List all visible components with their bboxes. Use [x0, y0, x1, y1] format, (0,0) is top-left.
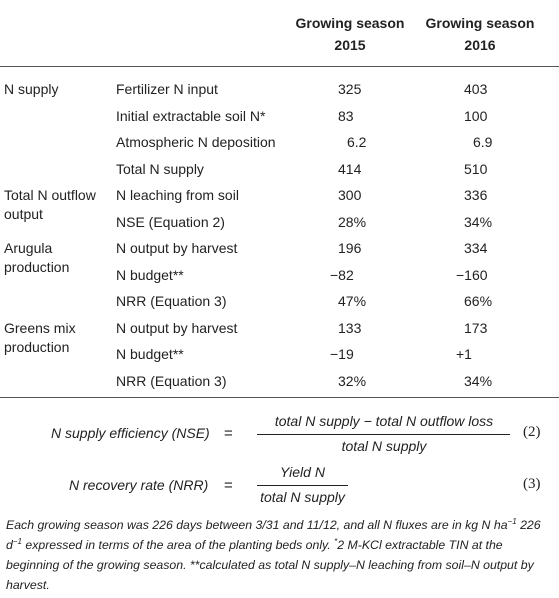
header-rule — [0, 66, 559, 67]
cell-2016: 66% — [464, 293, 493, 309]
cell-2016: 34% — [464, 373, 493, 389]
cell-2016: 403 — [464, 81, 488, 97]
header-2015-line2: 2015 — [334, 37, 366, 53]
cell-2015: 47% — [338, 293, 367, 309]
row-label: NRR (Equation 3) — [116, 293, 227, 309]
equation-2-numerator: total N supply − total N outflow loss — [274, 413, 494, 429]
row-label: Total N supply — [116, 161, 204, 177]
header-2016-line1: Growing season — [425, 15, 535, 31]
row-label: Atmospheric N deposition — [116, 134, 276, 150]
cell-2015: −19 — [330, 346, 354, 362]
equation-2-denominator: total N supply — [341, 438, 427, 454]
row-group-label-line2: production — [4, 259, 70, 275]
footnote-sup2: −1 — [12, 536, 22, 546]
cell-2015: 196 — [338, 240, 362, 256]
row-label: N output by harvest — [116, 240, 238, 256]
row-label: N output by harvest — [116, 320, 238, 336]
cell-2015: 83 — [338, 108, 354, 124]
footnote-sup1: −1 — [507, 516, 517, 526]
row-group-label: N supply — [4, 81, 59, 97]
cell-2015: 28% — [338, 214, 367, 230]
row-group-label: Total N outflow — [4, 187, 96, 203]
cell-2016: 334 — [464, 240, 488, 256]
cell-2015: −82 — [330, 267, 354, 283]
cell-2016: 336 — [464, 187, 488, 203]
equation-3-equals: = — [224, 477, 233, 494]
equation-3-numerator: Yield N — [280, 464, 325, 480]
cell-2015: 6.2 — [347, 134, 367, 150]
footnote-part1: Each growing season was 226 days between… — [6, 518, 508, 532]
footnote-sup3: * — [334, 536, 338, 546]
header-2015-line1: Growing season — [295, 15, 405, 31]
row-label: N budget** — [116, 267, 184, 283]
row-group-label-line2: production — [4, 339, 70, 355]
footnote-part2: 226 d — [6, 518, 541, 552]
row-group-label: Greens mix — [4, 320, 76, 336]
equation-2-lhs: N supply efficiency (NSE) — [51, 425, 210, 441]
cell-2016: 510 — [464, 161, 488, 177]
table-footnote: Each growing season was 226 days between… — [6, 515, 554, 595]
row-label: Initial extractable soil N* — [116, 108, 266, 124]
cell-2015: 325 — [338, 81, 362, 97]
cell-2015: 133 — [338, 320, 362, 336]
cell-2016: 173 — [464, 320, 488, 336]
header-2016-line2: 2016 — [464, 37, 496, 53]
equation-3-denominator: total N supply — [260, 489, 345, 505]
row-label: NSE (Equation 2) — [116, 214, 225, 230]
cell-2015: 414 — [338, 161, 362, 177]
row-label: N leaching from soil — [116, 187, 239, 203]
equation-2-equals: = — [224, 425, 233, 442]
column-header-2016: Growing season 2016 — [415, 12, 545, 56]
row-group-label: Arugula — [4, 240, 53, 256]
cell-2016: −160 — [456, 267, 488, 283]
table-bottom-rule — [0, 397, 559, 398]
cell-2016: 100 — [464, 108, 488, 124]
cell-2016: +1 — [456, 346, 472, 362]
equation-2-fraction-bar — [257, 434, 510, 435]
cell-2015: 32% — [338, 373, 367, 389]
equation-3-fraction-bar — [257, 485, 348, 486]
equation-3-number: (3) — [523, 476, 541, 492]
column-header-2015: Growing season 2015 — [285, 12, 415, 56]
footnote-part4: 2 M-KCl extractable TIN at the beginning… — [6, 538, 534, 592]
row-label: NRR (Equation 3) — [116, 373, 227, 389]
equation-3-lhs: N recovery rate (NRR) — [69, 477, 209, 493]
cell-2016: 6.9 — [473, 134, 493, 150]
cell-2015: 300 — [338, 187, 362, 203]
footnote-part3: expressed in terms of the area of the pl… — [21, 538, 335, 552]
cell-2016: 34% — [464, 214, 493, 230]
equation-2-number: (2) — [523, 424, 541, 440]
row-label: N budget** — [116, 346, 184, 362]
row-label: Fertilizer N input — [116, 81, 218, 97]
row-group-label-line2: output — [4, 206, 43, 222]
